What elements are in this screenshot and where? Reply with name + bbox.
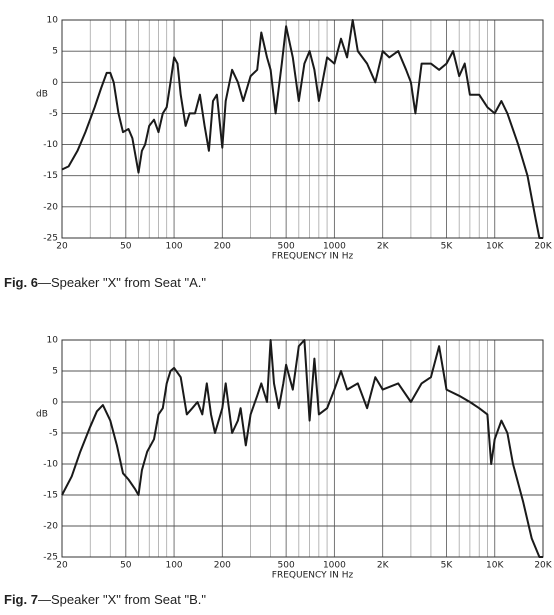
y-tick-label: 0 bbox=[52, 398, 58, 408]
y-tick-label: -5 bbox=[49, 109, 58, 119]
caption: Fig. 7—Speaker "X" from Seat "B." bbox=[4, 592, 206, 607]
x-tick-label: 2K bbox=[377, 561, 390, 571]
x-tick-label: 1000 bbox=[323, 242, 346, 252]
x-tick-label: 50 bbox=[120, 242, 132, 252]
x-tick-label: 1000 bbox=[323, 561, 346, 571]
caption-label: Fig. 6 bbox=[4, 275, 38, 290]
x-tick-label: 10K bbox=[486, 561, 504, 571]
y-tick-label: 10 bbox=[47, 336, 59, 346]
x-tick-label: 2K bbox=[377, 242, 390, 252]
y-tick-label: -20 bbox=[43, 202, 58, 212]
x-tick-label: 500 bbox=[278, 242, 295, 252]
y-tick-label: 0 bbox=[52, 78, 58, 88]
x-tick-label: 20 bbox=[56, 242, 68, 252]
y-tick-label: -15 bbox=[43, 171, 58, 181]
y-tick-label: -25 bbox=[43, 553, 58, 563]
x-axis-label: FREQUENCY IN Hz bbox=[272, 252, 354, 262]
x-tick-label: 5K bbox=[441, 561, 454, 571]
y-tick-label: 5 bbox=[52, 47, 58, 57]
y-tick-label: -10 bbox=[43, 140, 58, 150]
y-tick-label: -5 bbox=[49, 429, 58, 439]
x-tick-label: 200 bbox=[214, 242, 231, 252]
response-line bbox=[61, 19, 543, 239]
x-tick-label: 5K bbox=[441, 242, 454, 252]
x-tick-label: 50 bbox=[120, 561, 132, 571]
y-tick-label: -25 bbox=[43, 234, 58, 244]
caption: Fig. 6—Speaker "X" from Seat "A." bbox=[4, 275, 206, 290]
y-tick-label: -15 bbox=[43, 491, 58, 501]
x-tick-label: 10K bbox=[486, 242, 504, 252]
x-tick-label: 100 bbox=[165, 242, 182, 252]
x-tick-label: 20K bbox=[534, 242, 552, 252]
x-tick-label: 200 bbox=[214, 561, 231, 571]
y-tick-label: 10 bbox=[47, 16, 59, 26]
y-axis-label: dB bbox=[36, 409, 48, 419]
caption-label: Fig. 7 bbox=[4, 592, 38, 607]
x-tick-label: 500 bbox=[278, 561, 295, 571]
plot-frame bbox=[61, 339, 544, 558]
y-axis-label: dB bbox=[36, 90, 48, 100]
y-tick-label: -10 bbox=[43, 460, 58, 470]
plot-frame bbox=[61, 19, 544, 239]
x-tick-label: 20K bbox=[534, 561, 552, 571]
x-tick-label: 100 bbox=[165, 561, 182, 571]
x-axis-label: FREQUENCY IN Hz bbox=[272, 571, 354, 581]
y-tick-label: 5 bbox=[52, 367, 58, 377]
caption-text: —Speaker "X" from Seat "A." bbox=[38, 275, 206, 290]
x-tick-label: 20 bbox=[56, 561, 68, 571]
response-line bbox=[61, 339, 543, 558]
y-tick-label: -20 bbox=[43, 522, 58, 532]
caption-text: —Speaker "X" from Seat "B." bbox=[38, 592, 206, 607]
